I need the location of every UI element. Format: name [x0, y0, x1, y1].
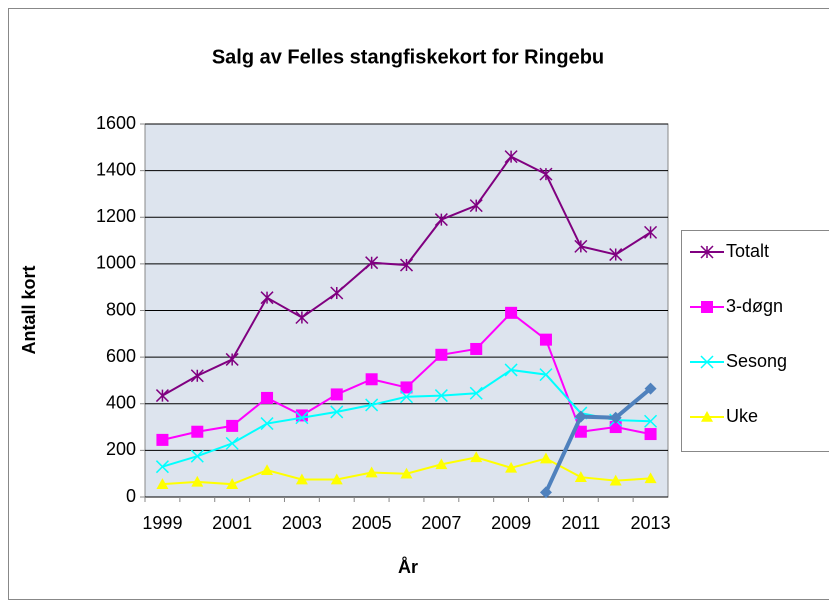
marker	[644, 472, 657, 484]
y-tick-label: 0	[126, 486, 136, 506]
y-tick-label: 600	[106, 346, 136, 366]
marker	[365, 466, 378, 478]
marker	[226, 419, 239, 432]
chart-title: Salg av Felles stangfiskekort for Ringeb…	[212, 46, 604, 68]
marker	[435, 348, 448, 361]
marker	[295, 411, 309, 425]
marker	[260, 417, 274, 431]
marker	[330, 473, 343, 485]
marker	[435, 458, 448, 470]
marker	[539, 167, 553, 181]
marker	[190, 369, 204, 383]
marker	[155, 460, 169, 474]
marker	[701, 411, 713, 422]
marker	[574, 425, 587, 438]
legend-label: 3-døgn	[726, 296, 783, 316]
marker	[226, 478, 239, 489]
legend-label: Sesong	[726, 351, 787, 371]
marker	[504, 363, 518, 377]
marker	[574, 239, 588, 253]
y-tick-label: 1000	[96, 253, 136, 273]
marker	[609, 248, 623, 262]
marker	[330, 405, 344, 419]
marker	[504, 150, 518, 164]
marker	[295, 473, 308, 485]
x-axis-title: År	[398, 557, 418, 577]
marker	[156, 433, 169, 446]
y-tick-label: 200	[106, 439, 136, 459]
marker	[190, 449, 204, 463]
marker	[261, 391, 274, 404]
marker	[330, 388, 343, 401]
marker	[155, 389, 169, 403]
marker	[539, 333, 552, 346]
marker	[539, 368, 553, 382]
marker	[191, 425, 204, 438]
x-tick-label: 2005	[352, 513, 392, 533]
marker	[400, 467, 413, 479]
legend-label: Uke	[726, 406, 758, 426]
marker	[644, 414, 658, 428]
marker	[295, 409, 308, 422]
marker	[260, 291, 274, 305]
marker	[365, 373, 378, 386]
y-tick-label: 1400	[96, 159, 136, 179]
marker	[470, 451, 483, 463]
marker	[700, 355, 714, 369]
marker	[365, 256, 379, 270]
marker	[225, 352, 239, 366]
x-tick-label: 2001	[212, 513, 252, 533]
marker	[400, 381, 413, 394]
y-axis-title: Antall kort	[19, 265, 39, 354]
marker	[609, 474, 622, 486]
marker	[539, 452, 552, 464]
marker	[295, 310, 309, 325]
marker	[365, 398, 379, 412]
marker	[330, 286, 344, 300]
marker	[156, 478, 169, 489]
marker	[261, 464, 274, 475]
x-tick-label: 2011	[561, 513, 600, 533]
y-tick-label: 1600	[96, 113, 136, 133]
marker	[399, 258, 414, 272]
y-tick-label: 1200	[96, 206, 136, 226]
marker	[505, 306, 518, 319]
series-line	[544, 387, 652, 494]
x-tick-label: 2013	[631, 513, 671, 533]
marker	[469, 199, 483, 213]
marker	[434, 389, 448, 403]
x-tick-label: 2007	[421, 513, 461, 533]
marker	[644, 225, 658, 239]
y-tick-label: 400	[106, 393, 136, 413]
marker	[574, 471, 587, 482]
marker	[644, 428, 657, 441]
marker	[470, 342, 483, 355]
marker	[225, 436, 239, 450]
x-tick-label: 1999	[142, 513, 182, 533]
marker	[539, 486, 552, 499]
marker	[644, 382, 657, 395]
marker	[505, 461, 518, 473]
marker	[701, 301, 713, 313]
legend-label: Totalt	[726, 241, 769, 261]
y-tick-label: 800	[106, 299, 136, 319]
marker	[574, 410, 587, 423]
marker	[700, 245, 714, 259]
x-tick-label: 2009	[491, 513, 531, 533]
marker	[191, 475, 204, 487]
marker	[469, 386, 483, 400]
marker	[434, 213, 448, 227]
marker	[399, 390, 414, 404]
marker	[609, 411, 622, 424]
x-tick-label: 2003	[282, 513, 322, 533]
